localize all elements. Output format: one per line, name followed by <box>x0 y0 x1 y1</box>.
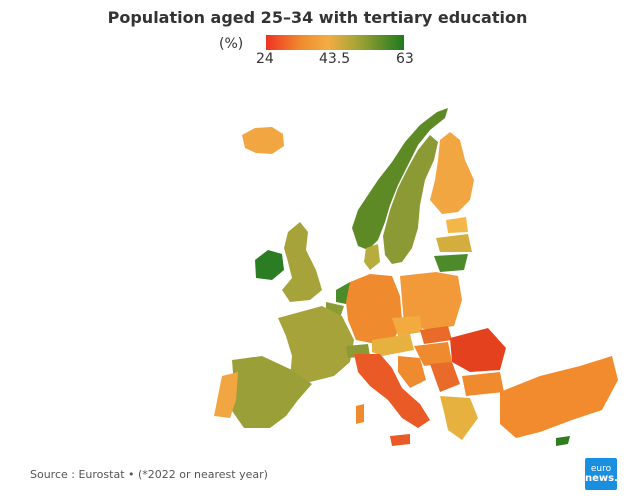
country-serbia[interactable] <box>430 362 460 392</box>
country-denmark[interactable] <box>364 244 380 270</box>
country-spain[interactable] <box>230 356 312 428</box>
legend-min-label: 24 <box>256 51 274 67</box>
country-uk[interactable] <box>282 222 322 302</box>
country-finland[interactable] <box>430 132 474 214</box>
country-norway[interactable] <box>352 108 448 250</box>
logo-line2: news. <box>585 473 618 484</box>
legend-color-scale <box>266 35 404 50</box>
country-hungary[interactable] <box>414 342 452 366</box>
logo-line1: euro <box>590 464 612 474</box>
country-italy[interactable] <box>354 354 430 428</box>
legend-max-label: 63 <box>396 51 414 67</box>
country-romania[interactable] <box>450 328 506 372</box>
chart-title: Population aged 25–34 with tertiary educ… <box>107 8 528 27</box>
country-greece[interactable] <box>440 396 478 440</box>
country-ireland[interactable] <box>255 250 284 280</box>
country-sweden[interactable] <box>383 135 438 264</box>
country-estonia[interactable] <box>446 217 468 233</box>
source-note: Source : Eurostat • (*2022 or nearest ye… <box>30 468 268 481</box>
country-lithuania[interactable] <box>434 254 468 272</box>
legend-mid-label: 43.5 <box>319 51 351 67</box>
country-latvia[interactable] <box>436 234 472 252</box>
country-croatia[interactable] <box>398 356 426 388</box>
country-turkey[interactable] <box>500 356 618 438</box>
country-germany[interactable] <box>346 274 402 344</box>
euronews-logo: euro news. <box>585 458 618 490</box>
country-poland[interactable] <box>400 272 462 330</box>
country-iceland[interactable] <box>242 127 284 154</box>
country-sardinia[interactable] <box>356 404 364 424</box>
country-portugal[interactable] <box>214 372 238 418</box>
country-cyprus[interactable] <box>556 436 570 446</box>
country-austria[interactable] <box>372 334 414 356</box>
country-slovakia[interactable] <box>420 326 452 344</box>
country-bulgaria[interactable] <box>462 372 504 396</box>
country-czechia[interactable] <box>392 316 422 336</box>
legend-unit: (%) <box>219 36 244 52</box>
country-sicily[interactable] <box>390 434 410 446</box>
country-france[interactable] <box>278 306 354 382</box>
